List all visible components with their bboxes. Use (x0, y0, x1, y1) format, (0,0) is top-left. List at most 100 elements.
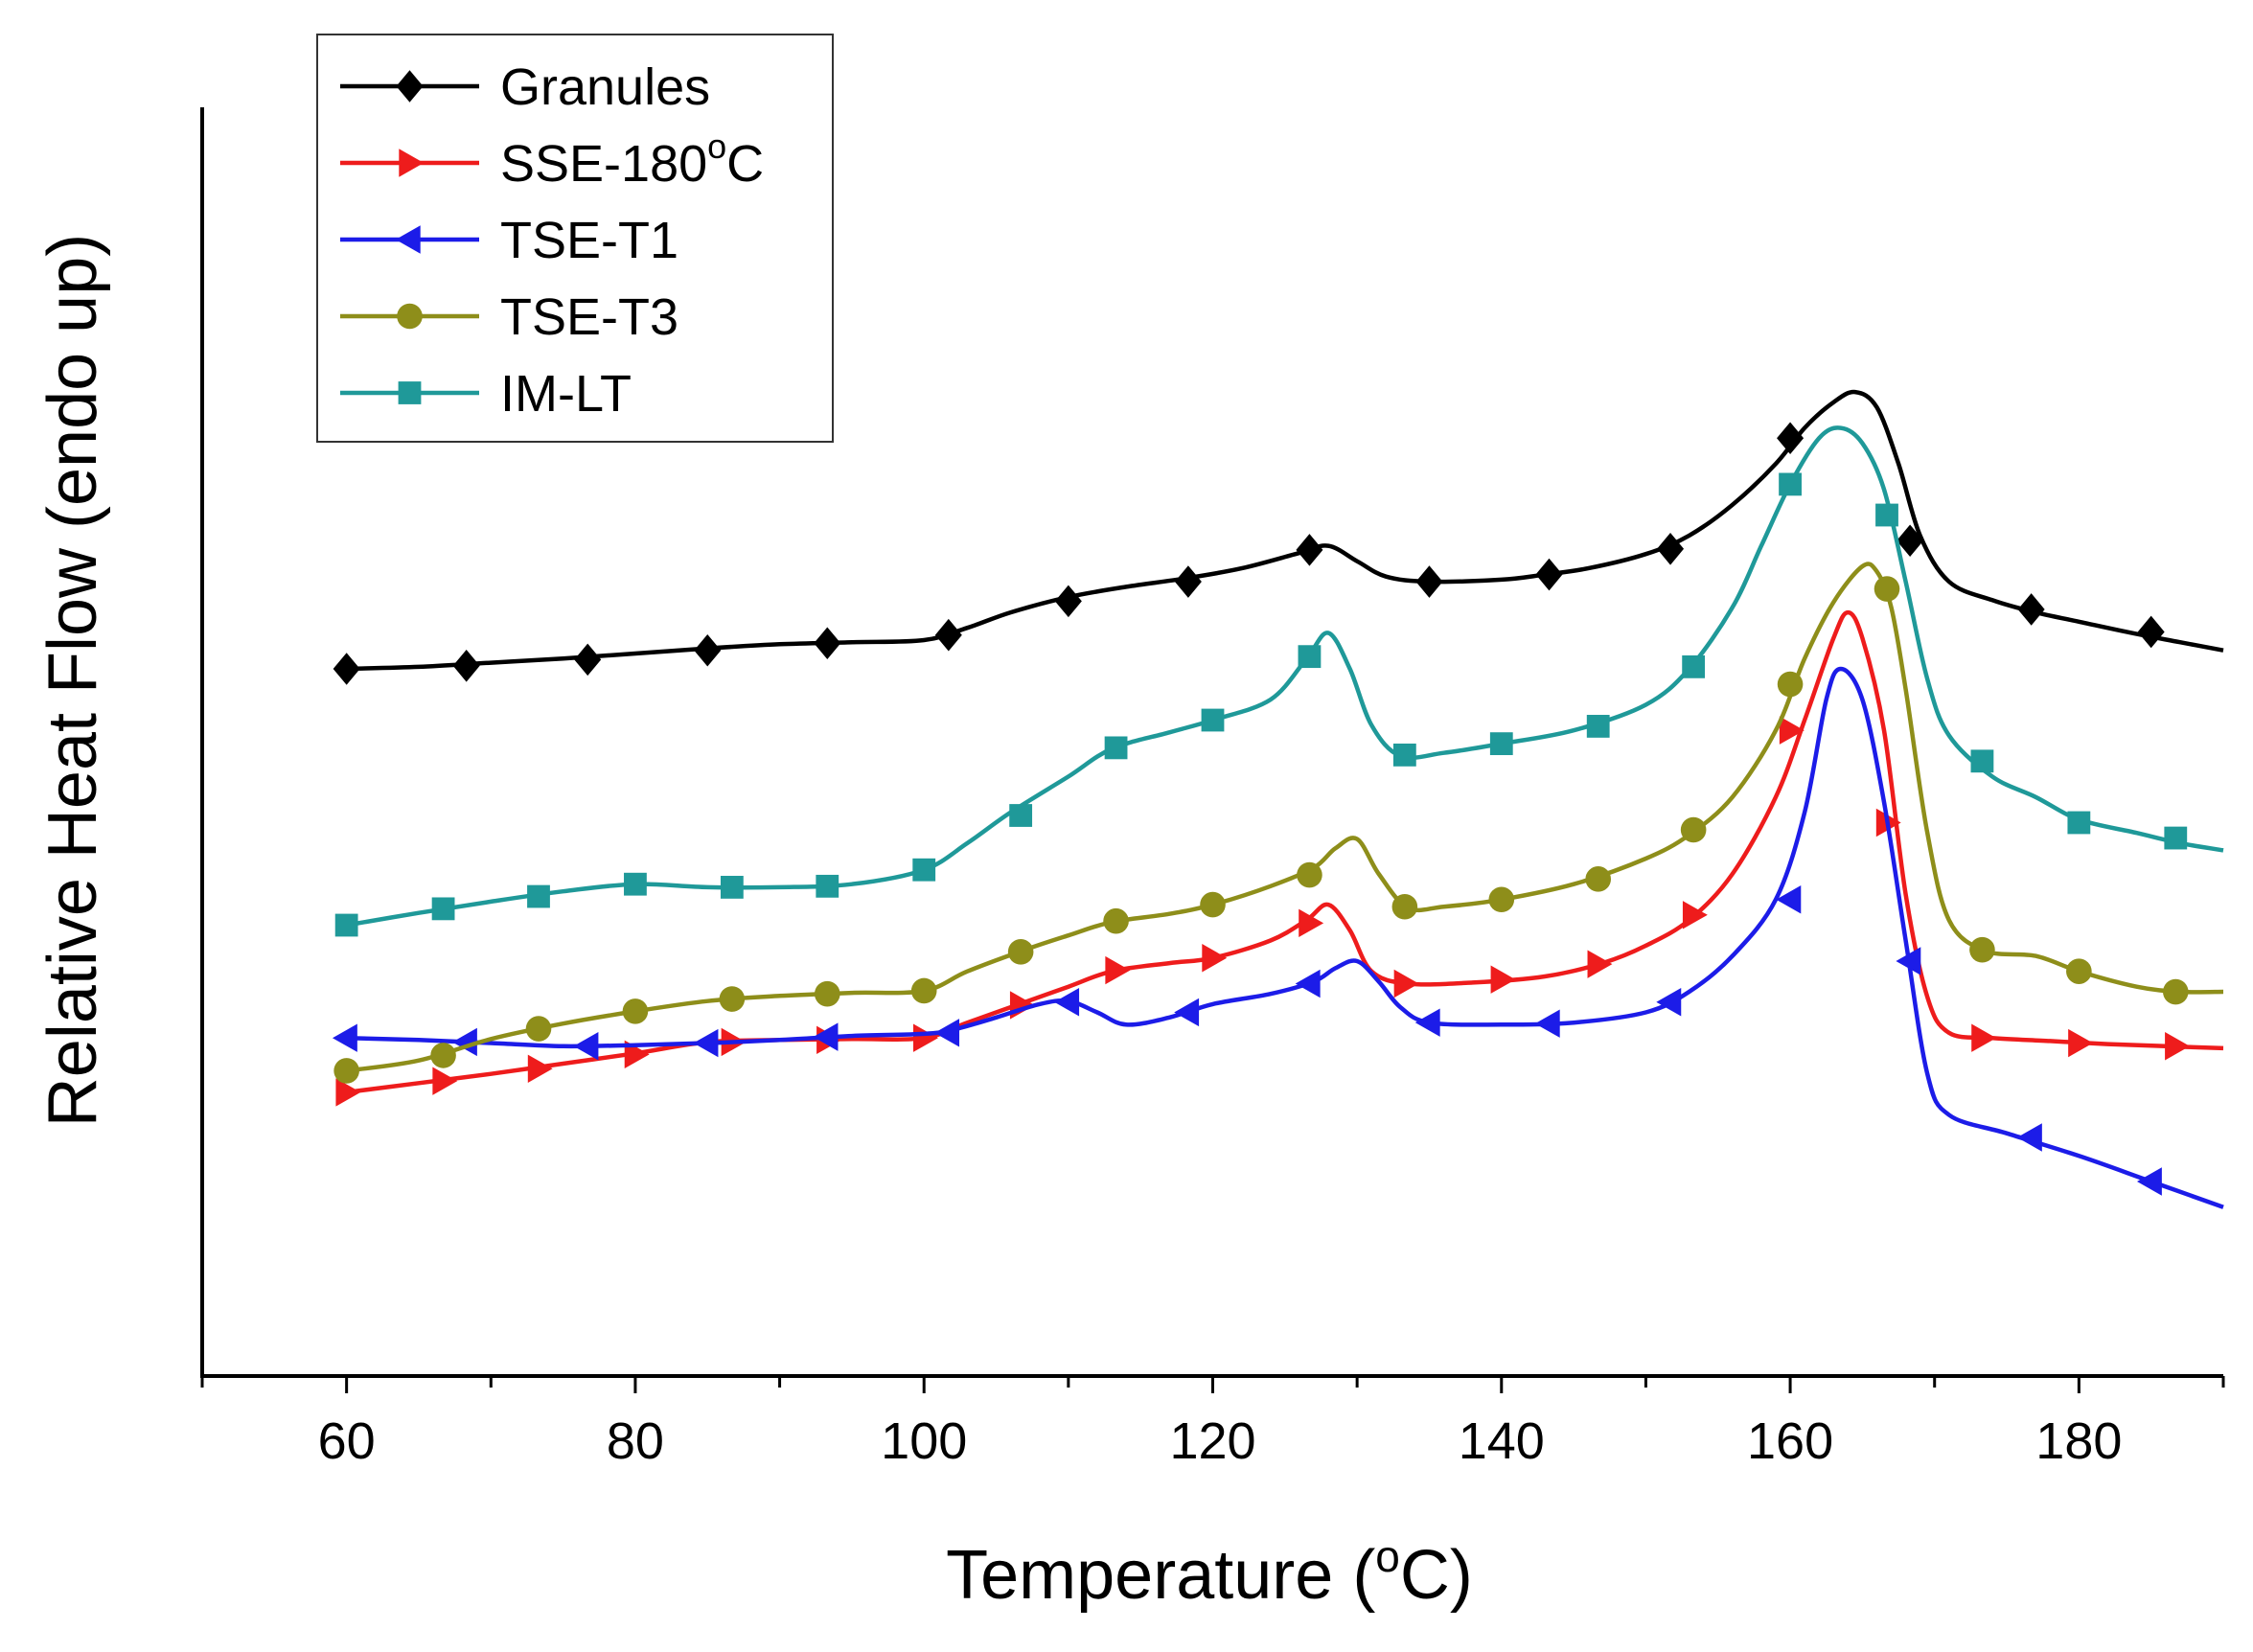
data-point-im-lt (1875, 503, 1898, 527)
data-point-tse-t3 (622, 998, 649, 1024)
legend: Granules SSE-180oC TSE-T1 TSE-T3 IM-LT (316, 34, 834, 443)
x-tick-label: 160 (1747, 1412, 1833, 1470)
data-point-im-lt (527, 884, 550, 908)
data-point-sse-180-c (432, 1067, 458, 1095)
data-point-im-lt (1489, 732, 1513, 756)
data-point-im-lt (1970, 749, 1994, 773)
data-point-tse-t3 (814, 980, 840, 1007)
legend-item-sse-180-c: SSE-180oC (340, 126, 764, 193)
data-point-tse-t3 (2162, 978, 2189, 1005)
legend-label: IM-LT (500, 365, 632, 423)
legend-label: TSE-T3 (500, 288, 678, 346)
data-point-im-lt (816, 874, 839, 898)
data-point-tse-t1 (2016, 1123, 2042, 1152)
data-point-tse-t1 (1534, 1009, 1560, 1038)
data-point-granules (814, 627, 841, 660)
data-point-tse-t3 (1874, 576, 1900, 602)
x-axis-ticks: 60 80 100 120 140 160 180 (200, 1376, 2225, 1470)
data-point-tse-t3 (2066, 958, 2092, 984)
legend-label: TSE-T1 (500, 212, 678, 269)
data-point-im-lt (334, 913, 358, 937)
data-point-tse-t3 (1103, 907, 1129, 934)
data-point-granules (1657, 533, 1685, 565)
data-point-im-lt (1682, 654, 1706, 678)
data-point-sse-180-c (335, 1078, 361, 1107)
data-point-tse-t1 (1174, 998, 1200, 1027)
data-point-sse-180-c (913, 1023, 938, 1052)
x-tick-label: 100 (881, 1412, 967, 1470)
legend-items: Granules SSE-180oC TSE-T1 TSE-T3 IM-LT (340, 58, 764, 423)
data-point-tse-t3 (1969, 936, 1995, 963)
data-point-tse-t3 (1391, 893, 1418, 920)
data-point-granules (1415, 565, 1443, 598)
data-point-tse-t1 (573, 1032, 599, 1061)
legend-swatch-marker (399, 149, 425, 177)
series-line-im-lt (346, 425, 2224, 928)
series-im-lt (334, 425, 2224, 937)
data-point-tse-t3 (1297, 861, 1322, 888)
data-point-granules (1897, 524, 1924, 558)
data-point-tse-t1 (1896, 947, 1921, 975)
data-point-sse-180-c (1779, 716, 1805, 745)
data-point-im-lt (624, 872, 647, 896)
data-point-granules (1054, 585, 1082, 618)
data-point-im-lt (720, 876, 744, 899)
data-point-sse-180-c (1299, 908, 1324, 938)
data-point-tse-t3 (1007, 939, 1034, 965)
legend-swatch-marker (398, 381, 422, 404)
data-point-sse-180-c (2165, 1032, 2190, 1061)
legend-label: Granules (500, 58, 710, 116)
legend-swatch-marker (397, 303, 423, 330)
data-point-im-lt (1009, 804, 1033, 827)
data-point-tse-t1 (813, 1022, 839, 1051)
data-point-im-lt (1779, 472, 1802, 496)
data-point-tse-t1 (934, 1019, 960, 1047)
series-line-tse-t3 (346, 562, 2224, 1073)
data-point-tse-t1 (1656, 988, 1682, 1017)
data-point-tse-t3 (525, 1016, 552, 1042)
data-point-granules (1535, 558, 1563, 591)
series-sse-180-c (335, 609, 2224, 1107)
data-point-tse-t3 (430, 1043, 456, 1068)
data-point-tse-t1 (693, 1028, 719, 1058)
legend-swatch-marker (395, 225, 421, 254)
legend-label: SSE-180oC (500, 126, 764, 193)
data-point-tse-t1 (451, 1027, 477, 1057)
data-point-sse-180-c (1971, 1023, 1997, 1052)
data-point-tse-t1 (2136, 1167, 2162, 1196)
data-point-sse-180-c (1587, 950, 1613, 978)
data-point-im-lt (1104, 736, 1128, 760)
series-granules (333, 389, 2224, 685)
data-point-granules (574, 643, 602, 677)
data-point-im-lt (431, 897, 455, 921)
data-point-tse-t3 (1200, 891, 1226, 918)
data-point-tse-t3 (1585, 866, 1612, 892)
data-point-sse-180-c (1105, 955, 1131, 985)
data-point-tse-t1 (1776, 885, 1802, 914)
data-point-im-lt (1586, 715, 1610, 738)
data-point-im-lt (912, 858, 936, 882)
data-point-granules (1777, 422, 1805, 455)
legend-item-tse-t3: TSE-T3 (340, 288, 678, 346)
data-point-sse-180-c (1490, 965, 1516, 994)
data-point-tse-t3 (1488, 886, 1515, 913)
data-point-sse-180-c (1682, 901, 1708, 929)
series-tse-t1 (332, 666, 2224, 1209)
legend-item-tse-t1: TSE-T1 (340, 212, 678, 269)
x-tick-label: 80 (607, 1412, 664, 1470)
series-tse-t3 (333, 562, 2224, 1084)
data-point-tse-t3 (333, 1058, 359, 1084)
data-point-im-lt (2164, 826, 2188, 850)
data-point-granules (333, 653, 360, 685)
data-point-granules (934, 618, 962, 652)
data-point-tse-t3 (910, 977, 937, 1004)
data-point-sse-180-c (1393, 969, 1419, 998)
x-tick-label: 120 (1169, 1412, 1255, 1470)
data-point-granules (1174, 565, 1202, 598)
data-point-sse-180-c (1202, 944, 1228, 973)
data-point-tse-t1 (1414, 1008, 1440, 1037)
data-point-tse-t3 (1777, 671, 1804, 698)
legend-swatch-marker (396, 70, 424, 103)
